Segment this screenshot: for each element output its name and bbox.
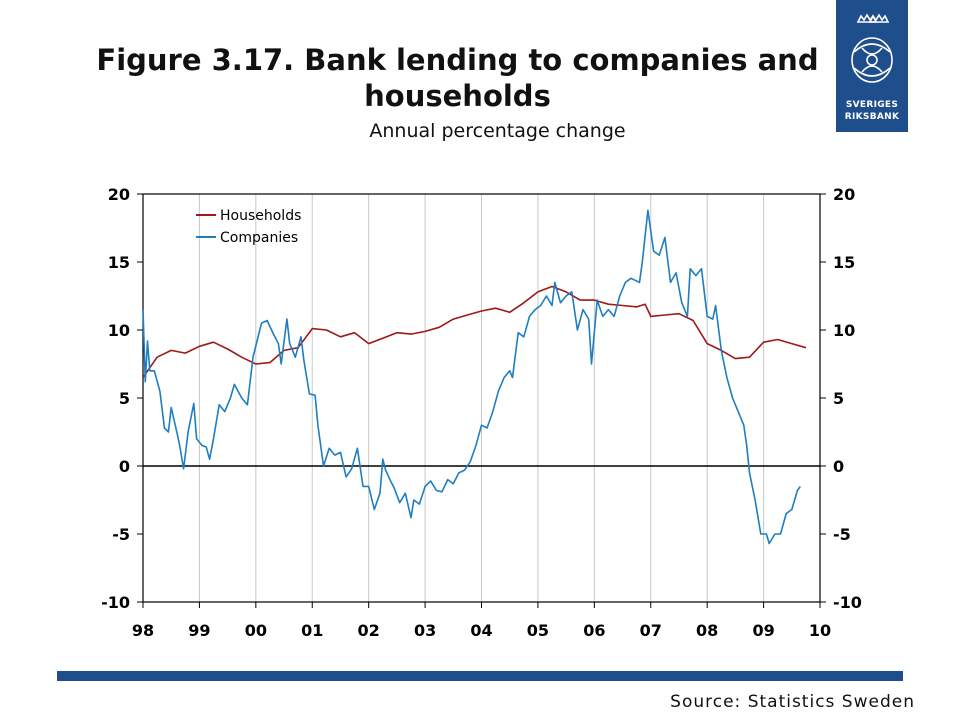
x-tick-label: 09 xyxy=(752,621,774,640)
legend-label-households: Households xyxy=(220,208,301,224)
x-tick-label: 07 xyxy=(640,621,662,640)
y-tick-label-right: 15 xyxy=(833,253,855,272)
source-note: Source: Statistics Sweden xyxy=(670,692,915,712)
x-tick-label: 08 xyxy=(696,621,718,640)
x-tick-label: 03 xyxy=(414,621,436,640)
x-tick-label: 01 xyxy=(301,621,323,640)
logo-line2: RIKSBANK xyxy=(844,112,900,122)
x-tick-label: 98 xyxy=(132,621,154,640)
y-tick-label-left: -5 xyxy=(112,525,130,544)
y-tick-label-left: 15 xyxy=(108,253,130,272)
y-tick-label-left: 10 xyxy=(108,321,130,340)
riksbank-crest-icon xyxy=(851,13,893,83)
logo-line1: SVERIGES xyxy=(845,100,899,110)
y-tick-label-right: -5 xyxy=(833,525,851,544)
y-tick-label-right: 5 xyxy=(833,389,844,408)
chart-title: Figure 3.17. Bank lending to companies a… xyxy=(96,43,819,113)
y-tick-label-right: -10 xyxy=(833,593,862,612)
y-tick-label-right: 20 xyxy=(833,185,855,204)
y-tick-label-right: 10 xyxy=(833,321,855,340)
y-tick-label-left: 5 xyxy=(119,389,130,408)
line-chart: 98 99 00 01 02 03 04 05 06 07 08 09 10-10 -10-5 -50 05 5… xyxy=(101,185,862,640)
x-tick-label: 06 xyxy=(583,621,605,640)
x-tick-label: 02 xyxy=(358,621,380,640)
x-tick-label: 10 xyxy=(809,621,831,640)
x-tick-label: 00 xyxy=(245,621,267,640)
y-tick-label-left: 0 xyxy=(119,457,130,476)
legend-label-companies: Companies xyxy=(220,230,298,246)
y-tick-label-left: -10 xyxy=(101,593,130,612)
x-tick-label: 99 xyxy=(188,621,210,640)
series-line-households xyxy=(142,285,807,379)
x-tick-label: 05 xyxy=(527,621,549,640)
series-line-companies xyxy=(142,209,801,545)
x-tick-label: 04 xyxy=(470,621,492,640)
chart-subtitle: Annual percentage change xyxy=(369,120,626,142)
footer-bar xyxy=(57,671,903,681)
y-tick-label-right: 0 xyxy=(833,457,844,476)
y-tick-label-left: 20 xyxy=(108,185,130,204)
riksbank-logo: SVERIGES RIKSBANK xyxy=(836,0,908,132)
